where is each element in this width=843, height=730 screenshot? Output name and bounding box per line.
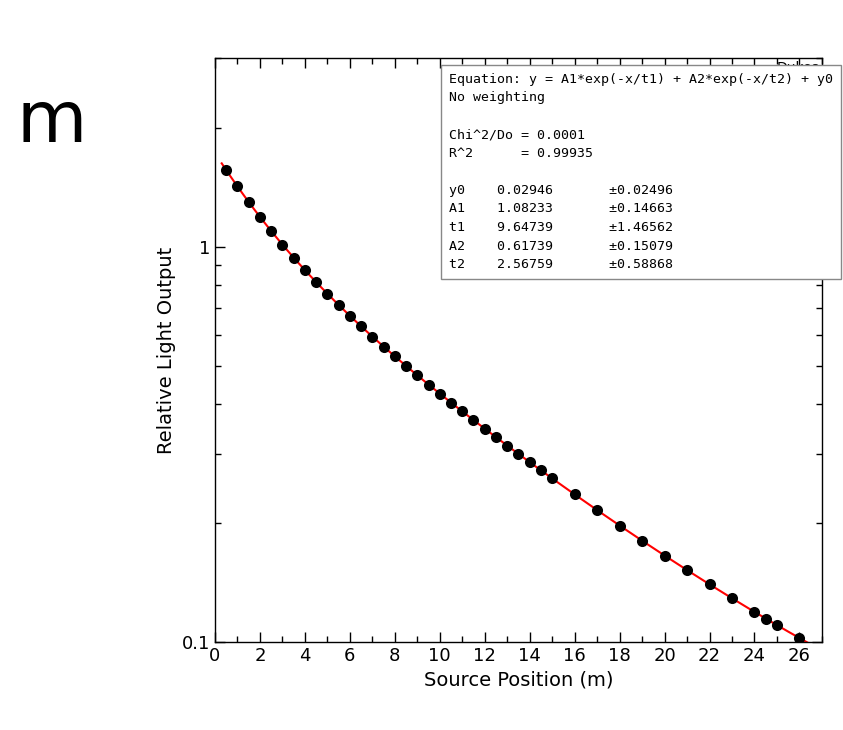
Text: m: m [17,88,87,157]
Y-axis label: Relative Light Output: Relative Light Output [157,247,176,454]
Text: Equation: y = A1*exp(-x/t1) + A2*exp(-x/t2) + y0
No weighting

Chi^2/Do = 0.0001: Equation: y = A1*exp(-x/t1) + A2*exp(-x/… [448,73,833,271]
X-axis label: Source Position (m): Source Position (m) [424,671,613,690]
Text: Dukes: Dukes [776,61,819,75]
